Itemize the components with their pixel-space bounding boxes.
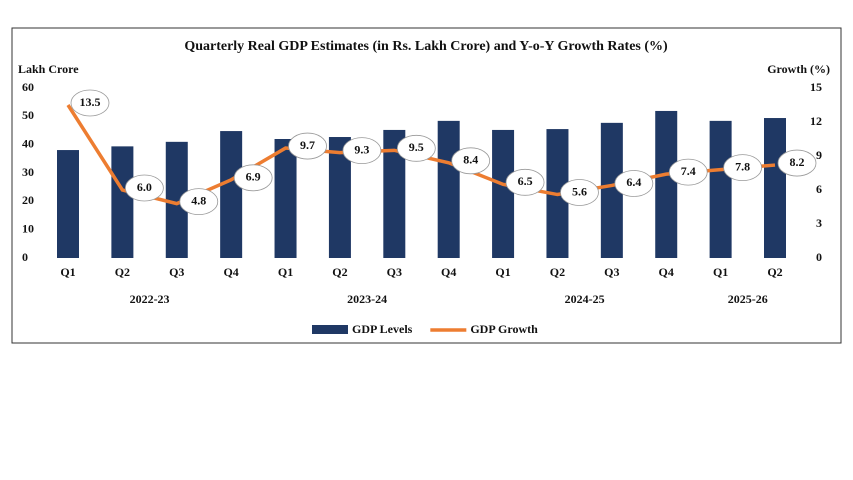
bar [220,131,243,258]
bar [437,120,460,258]
y-tick-label: 10 [22,221,34,235]
data-label-bubble [560,179,599,206]
x-tick-label: Q4 [659,265,674,279]
data-label: 6.9 [246,170,261,184]
data-label: 7.8 [735,159,750,173]
x-tick-label: Q3 [387,265,402,279]
x-group-label: 2024-25 [565,292,605,306]
data-label: 13.5 [80,95,101,109]
data-label: 7.4 [681,164,696,178]
data-label-bubble [451,147,491,175]
data-label: 4.8 [191,193,206,207]
bar [111,146,134,258]
x-tick-label: Q1 [278,265,293,279]
x-group-label: 2023-24 [347,292,387,306]
data-label-bubble [288,132,327,160]
data-label: 9.7 [300,138,315,152]
y-tick-label: 0 [22,250,28,264]
x-group-label: 2022-23 [130,292,170,306]
bar [709,120,732,258]
y2-tick-label: 0 [816,250,822,264]
x-tick-label: Q2 [767,265,782,279]
data-label: 5.6 [572,184,587,198]
data-label-bubble [70,89,110,117]
x-tick-label: Q1 [495,265,510,279]
data-label-bubble [614,170,654,197]
data-label-bubble [777,149,817,177]
data-label-bubble [179,188,219,216]
data-label-bubble [505,168,545,196]
bar [600,122,623,258]
legend-label: GDP Levels [352,322,413,336]
bar [57,150,79,258]
bar [165,141,188,258]
y2-tick-label: 9 [816,148,822,162]
bar [328,137,351,258]
x-tick-label: Q4 [441,265,456,279]
y2-tick-label: 15 [810,80,822,94]
data-label-bubble [668,158,708,186]
data-label: 8.2 [790,155,805,169]
x-tick-label: Q3 [169,265,184,279]
data-label: 6.5 [518,174,533,188]
data-label: 6.0 [137,180,152,194]
data-label-bubble [342,137,382,165]
data-label: 6.4 [626,175,641,189]
legend-label: GDP Growth [470,322,538,336]
x-tick-label: Q2 [550,265,565,279]
y-axis-label: Lakh Crore [18,62,79,76]
y2-tick-label: 6 [816,182,822,196]
y-tick-label: 60 [22,80,34,94]
x-tick-label: Q4 [223,265,238,279]
y2-tick-label: 12 [810,114,822,128]
data-label-bubble [396,134,436,162]
bar [655,110,678,258]
x-tick-label: Q2 [332,265,347,279]
y-tick-label: 40 [22,136,34,150]
y-tick-label: 30 [22,165,34,179]
x-tick-label: Q1 [60,265,75,279]
data-label-bubble [124,174,164,202]
bar [764,118,786,259]
y2-axis-label: Growth (%) [767,62,830,76]
data-label-bubble [233,164,273,192]
x-tick-label: Q3 [604,265,619,279]
y-tick-label: 50 [22,108,34,122]
data-label: 9.3 [354,142,369,156]
x-tick-label: Q2 [115,265,130,279]
bar [492,129,515,258]
data-label-bubble [723,154,763,182]
y2-tick-label: 3 [816,216,822,230]
y-tick-label: 20 [22,193,34,207]
data-label: 9.5 [409,140,424,154]
x-tick-label: Q1 [713,265,728,279]
x-group-label: 2025-26 [728,292,768,306]
legend-swatch [312,325,348,334]
bar [274,139,297,258]
chart-title: Quarterly Real GDP Estimates (in Rs. Lak… [184,39,668,54]
bar [383,129,406,258]
data-label: 8.4 [463,153,478,167]
